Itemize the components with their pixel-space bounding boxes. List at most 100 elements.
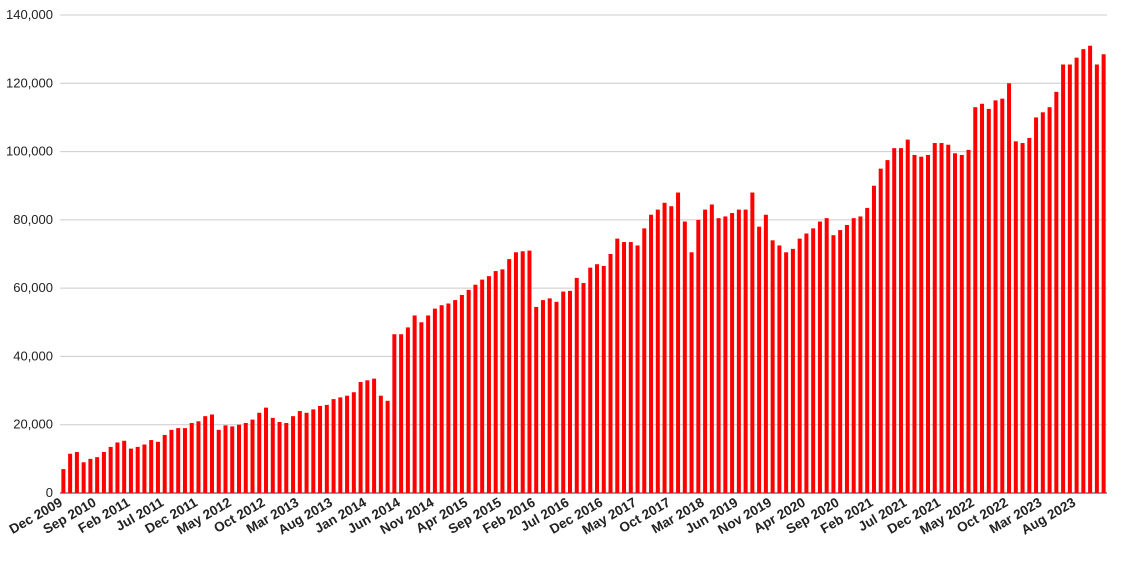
bar: [824, 218, 829, 493]
bar: [905, 139, 910, 493]
bar: [277, 421, 282, 493]
bar: [520, 251, 525, 493]
bar: [770, 240, 775, 493]
bar: [432, 308, 437, 493]
bar: [372, 378, 377, 493]
bar: [878, 168, 883, 493]
bar: [142, 444, 147, 493]
bar: [763, 214, 768, 493]
bar: [203, 416, 208, 493]
bar: [304, 412, 309, 493]
bar: [595, 264, 600, 493]
bar: [925, 154, 930, 493]
y-tick-label: 100,000: [6, 144, 53, 159]
bar: [723, 216, 728, 493]
bar: [412, 315, 417, 493]
bar: [581, 283, 586, 493]
bar: [81, 462, 86, 493]
bar: [513, 252, 518, 493]
bar: [939, 143, 944, 494]
bar: [736, 209, 741, 493]
bar: [980, 103, 985, 494]
bar: [1040, 112, 1045, 494]
bar: [155, 441, 160, 493]
bar: [986, 108, 991, 494]
bar: [669, 206, 674, 493]
bar: [331, 399, 336, 493]
bar: [871, 185, 876, 493]
bar: [858, 216, 863, 493]
bar: [642, 228, 647, 493]
bar: [743, 209, 748, 493]
bar: [493, 271, 498, 493]
bar: [101, 452, 106, 493]
bar: [750, 192, 755, 494]
bar: [1013, 141, 1018, 494]
bar: [223, 425, 228, 493]
bar: [919, 156, 924, 493]
bar: [351, 392, 356, 493]
bar: [209, 414, 214, 493]
bar: [716, 218, 721, 493]
bar: [635, 245, 640, 493]
bar: [898, 148, 903, 493]
bar: [216, 429, 221, 493]
bar: [608, 254, 613, 493]
bar: [176, 428, 181, 493]
bar: [567, 290, 572, 493]
bar: [399, 334, 404, 493]
bar: [122, 440, 127, 493]
bar: [757, 226, 762, 493]
bar: [1088, 45, 1093, 493]
bar: [358, 382, 363, 493]
bar: [784, 252, 789, 493]
bar: [149, 440, 154, 493]
bar: [284, 423, 289, 493]
bar: [243, 423, 248, 493]
bar: [885, 160, 890, 493]
bar: [1020, 143, 1025, 494]
bar: [912, 154, 917, 493]
bar: [703, 209, 708, 493]
bar: [561, 291, 566, 493]
bar: [662, 202, 667, 494]
y-tick-label: 0: [46, 485, 53, 500]
bar: [95, 457, 100, 493]
bar: [426, 315, 431, 493]
bar: [439, 305, 444, 493]
bar: [790, 248, 795, 493]
bar: [966, 149, 971, 493]
bar: [257, 412, 262, 493]
y-tick-label: 80,000: [13, 212, 53, 227]
bar: [993, 100, 998, 493]
bar: [338, 397, 343, 493]
bar: [959, 154, 964, 493]
bar: [480, 279, 485, 493]
bar: [311, 409, 316, 493]
bar: [851, 218, 856, 493]
bar: [527, 250, 532, 493]
bar: [169, 429, 174, 493]
bar: [162, 434, 167, 493]
bar: [1027, 137, 1032, 493]
bar: [689, 252, 694, 493]
bar: [385, 400, 390, 493]
bar: [676, 192, 681, 494]
bar: [88, 458, 93, 493]
bar: [1034, 117, 1039, 493]
bar: [1000, 98, 1005, 494]
bar: [831, 235, 836, 493]
bar: [318, 405, 323, 493]
bar: [500, 269, 505, 493]
bar: [378, 395, 383, 493]
bar: [682, 221, 687, 494]
bar: [628, 242, 633, 493]
bar: [230, 426, 235, 493]
bar: [804, 233, 809, 493]
bar: [953, 153, 958, 493]
bar: [1074, 57, 1079, 494]
y-tick-label: 20,000: [13, 417, 53, 432]
bar: [540, 300, 545, 493]
